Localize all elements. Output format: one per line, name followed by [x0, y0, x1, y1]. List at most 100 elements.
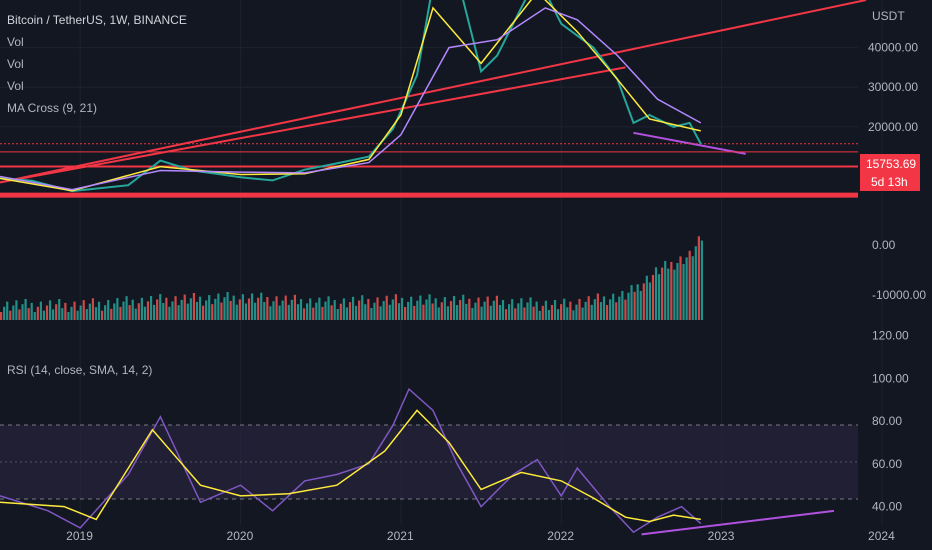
- volume-tick-label: -10000.00: [872, 288, 926, 302]
- volume-bar: [431, 303, 434, 320]
- volume-bar: [275, 296, 278, 320]
- indicator-vol-3[interactable]: Vol: [7, 79, 24, 93]
- series-rsi_sma: [0, 409, 701, 523]
- price-axis[interactable]: USDT10000.0020000.0030000.0040000.000.00…: [868, 9, 926, 514]
- time-tick-label: 2024: [868, 529, 895, 543]
- price-tag-value: 15753.69: [866, 157, 916, 171]
- volume-bar: [211, 304, 214, 320]
- volume-bar: [547, 310, 551, 320]
- time-axis[interactable]: 201920202021202220232024Aug: [66, 529, 932, 543]
- volume-bar: [223, 297, 226, 320]
- volume-bar: [55, 304, 58, 320]
- volume-bar: [489, 305, 492, 320]
- volume-bar: [226, 291, 229, 320]
- volume-bar: [667, 268, 670, 320]
- volume-bar: [122, 301, 125, 320]
- volume-bar: [422, 304, 425, 320]
- volume-bar: [58, 299, 61, 320]
- volume-bar: [471, 307, 474, 320]
- volume-bar: [443, 297, 446, 320]
- volume-bar: [676, 262, 679, 320]
- volume-bar: [287, 304, 290, 320]
- volume-bar: [36, 306, 39, 320]
- volume-bar: [397, 303, 401, 320]
- volume-bar: [119, 306, 122, 320]
- indicator-rsi[interactable]: RSI (14, close, SMA, 14, 2): [7, 363, 153, 377]
- volume-bar: [327, 296, 330, 320]
- volume-bar: [174, 296, 177, 320]
- volume-bar: [345, 307, 349, 320]
- volume-bar: [410, 296, 413, 320]
- rsi-tick-label: 60.00: [872, 457, 902, 471]
- volume-bar: [195, 301, 199, 320]
- volume-bar: [315, 302, 318, 320]
- indicator-vol-1[interactable]: Vol: [7, 35, 24, 49]
- volume-bar: [348, 302, 352, 320]
- volume-bar: [76, 310, 79, 320]
- volume-bar: [382, 301, 385, 320]
- volume-bar: [590, 304, 593, 320]
- volume-bar: [82, 300, 85, 320]
- volume-bar: [140, 297, 143, 320]
- volume-bar: [602, 296, 606, 320]
- volume-bar: [535, 301, 538, 320]
- volume-bar: [642, 283, 645, 320]
- volume-bar: [688, 250, 691, 320]
- volume-bar: [425, 299, 428, 320]
- chart-title[interactable]: Bitcoin / TetherUS, 1W, BINANCE: [7, 13, 187, 27]
- volume-bar: [278, 305, 281, 320]
- rsi-tick-label: 40.00: [872, 500, 902, 514]
- volume-bar: [330, 305, 333, 320]
- volume-bar: [508, 304, 511, 320]
- volume-bar: [128, 305, 131, 320]
- volume-bar: [52, 309, 55, 320]
- volume-bar: [94, 307, 98, 320]
- volume-bar: [30, 302, 33, 320]
- volume-bar: [183, 294, 186, 320]
- indicator-ma-cross[interactable]: MA Cross (9, 21): [7, 101, 98, 115]
- volume-bar: [621, 290, 624, 320]
- volume-bar: [517, 303, 520, 320]
- volume-bar: [214, 298, 217, 320]
- volume-bar: [452, 295, 456, 320]
- volume-bar: [636, 284, 639, 320]
- volume-bar: [584, 301, 587, 320]
- volume-bar: [3, 306, 6, 320]
- indicator-vol-2[interactable]: Vol: [7, 57, 24, 71]
- volume-bar: [630, 285, 633, 320]
- volume-bar: [15, 300, 18, 320]
- volume-bar: [247, 298, 251, 320]
- time-tick-label: 2019: [66, 529, 93, 543]
- volume-bar: [501, 299, 505, 320]
- y-axis-unit: USDT: [872, 9, 905, 23]
- volume-bar: [654, 267, 658, 320]
- volume-bar: [403, 307, 407, 320]
- volume-bar: [449, 301, 453, 320]
- volume-bar: [700, 240, 704, 320]
- rsi-band-fill: [0, 425, 858, 499]
- last-price-tag: 15753.69 5d 13h: [860, 154, 920, 191]
- volume-bar: [529, 297, 532, 320]
- volume-bar: [416, 300, 419, 320]
- volume-bar: [6, 301, 9, 320]
- volume-bar: [137, 303, 140, 320]
- volume-bar: [110, 308, 113, 320]
- volume-bar: [526, 302, 529, 320]
- volume-bar: [131, 299, 134, 320]
- volume-bar: [615, 302, 618, 320]
- volume-bar: [309, 298, 312, 320]
- volume-bar: [609, 299, 612, 320]
- volume-bar: [97, 301, 101, 320]
- volume-bar: [373, 302, 376, 320]
- volume-bar: [324, 301, 327, 320]
- volume-bar: [171, 301, 174, 320]
- volume-bar: [355, 305, 358, 320]
- series-rsi: [0, 387, 702, 534]
- volume-bar: [477, 297, 480, 320]
- volume-bar: [480, 306, 483, 320]
- volume-bar: [342, 298, 345, 320]
- volume-bar: [302, 308, 306, 320]
- volume-bar: [511, 299, 514, 320]
- volume-bar: [544, 300, 547, 320]
